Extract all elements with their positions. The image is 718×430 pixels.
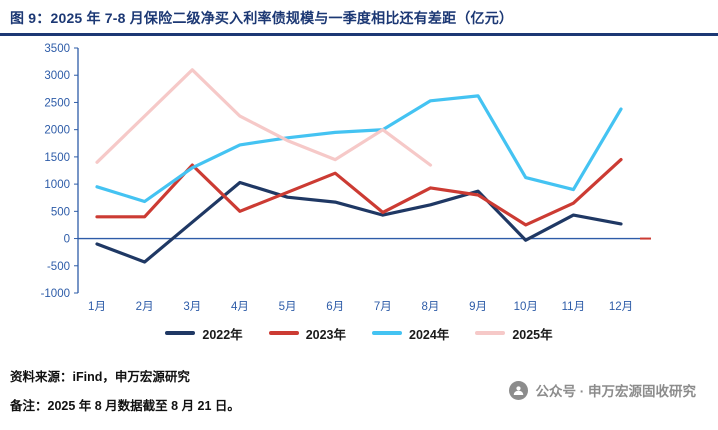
y-tick-label: 1000 <box>44 179 70 191</box>
y-tick-label: 2000 <box>44 125 70 137</box>
y-tick-label: 1500 <box>44 152 70 164</box>
y-tick-label: 500 <box>51 206 70 218</box>
data-cutoff-note: 备注：2025 年 8 月数据截至 8 月 21 日。 <box>10 399 240 413</box>
y-tick-label: 2500 <box>44 97 70 109</box>
x-tick-label: 4月 <box>231 301 249 313</box>
legend-label-2024: 2024年 <box>409 327 450 342</box>
x-tick-label: 3月 <box>183 301 201 313</box>
x-tick-label: 5月 <box>279 301 297 313</box>
y-tick-label: 3500 <box>44 43 70 55</box>
chart-legend: 2022年 2023年 2024年 2025年 <box>0 322 718 344</box>
figure-title: 图 9：2025 年 7-8 月保险二级净买入利率债规模与一季度相比还有差距（亿… <box>10 10 514 26</box>
x-tick-label: 1月 <box>88 301 106 313</box>
x-tick-label: 6月 <box>326 301 344 313</box>
series-line-2022 <box>95 180 623 264</box>
x-tick-label: 12月 <box>609 301 633 313</box>
legend-item-2022: 2022年 <box>165 324 243 343</box>
legend-item-2025: 2025年 <box>475 324 553 343</box>
series-line-2025 <box>95 68 433 167</box>
legend-swatch-2025 <box>475 331 506 335</box>
footer-notes: 资料来源：iFind，申万宏源研究 备注：2025 年 8 月数据截至 8 月 … <box>10 366 240 414</box>
line-chart: -1000 -500 0 500 1000 1500 2000 2500 3000 3500 1月 2… <box>0 36 718 318</box>
title-underline <box>0 33 718 36</box>
wechat-official-account-icon <box>508 380 528 400</box>
figure-footer: 资料来源：iFind，申万宏源研究 备注：2025 年 8 月数据截至 8 月 … <box>0 344 718 430</box>
figure-header: 图 9：2025 年 7-8 月保险二级净买入利率债规模与一季度相比还有差距（亿… <box>0 0 718 33</box>
series-line-2024 <box>95 94 623 204</box>
legend-label-2023: 2023年 <box>305 327 346 342</box>
y-tick-label: 3000 <box>44 70 70 82</box>
legend-label-2022: 2022年 <box>202 327 243 342</box>
y-tick-label: 0 <box>64 234 70 246</box>
x-tick-label: 2月 <box>136 301 154 313</box>
wechat-tag: 公众号 · 申万宏源固收研究 <box>508 380 697 400</box>
legend-swatch-2022 <box>165 331 196 335</box>
legend-swatch-2023 <box>268 331 299 335</box>
series-line-2023 <box>95 158 623 227</box>
x-tick-label: 7月 <box>374 301 392 313</box>
x-tick-label: 8月 <box>422 301 440 313</box>
source-note: 资料来源：iFind，申万宏源研究 <box>10 370 190 384</box>
legend-swatch-2024 <box>372 331 402 335</box>
legend-label-2025: 2025年 <box>512 327 553 342</box>
wechat-tag-label: 公众号 · 申万宏源固收研究 <box>535 384 697 399</box>
y-tick-label: -500 <box>47 261 70 273</box>
x-tick-label: 11月 <box>562 301 585 313</box>
legend-item-2024: 2024年 <box>372 324 449 343</box>
y-tick-label: -1000 <box>41 288 70 300</box>
x-tick-label: 10月 <box>514 301 538 313</box>
legend-item-2023: 2023年 <box>268 324 346 343</box>
x-tick-label: 9月 <box>469 301 487 313</box>
chart-canvas: -1000 -500 0 500 1000 1500 2000 2500 3000 3500 1月 2… <box>41 43 651 313</box>
